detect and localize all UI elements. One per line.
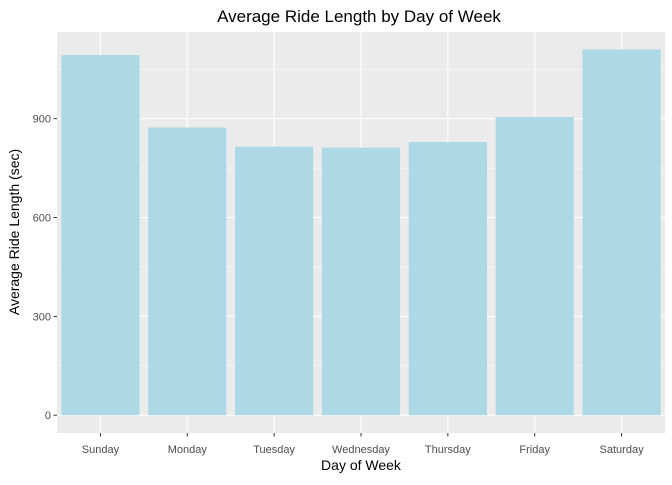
x-tick-label: Thursday	[425, 444, 471, 456]
x-axis-title: Day of Week	[321, 457, 402, 473]
y-axis-title: Average Ride Length (sec)	[6, 149, 22, 315]
y-tick-label: 300	[33, 311, 51, 323]
chart-title: Average Ride Length by Day of Week	[217, 7, 501, 26]
x-tick-label: Wednesday	[332, 444, 390, 456]
bar-saturday	[582, 49, 661, 416]
y-axis-ticks: 0 300 600 900	[33, 114, 57, 422]
x-tick-label: Sunday	[82, 444, 120, 456]
bar-friday	[495, 117, 574, 416]
x-axis-ticks: Sunday Monday Tuesday Wednesday Thursday Frid…	[82, 433, 644, 456]
bar-monday	[148, 127, 227, 416]
x-tick-label: Saturday	[600, 444, 645, 456]
bar-tuesday	[235, 146, 314, 416]
bar-wednesday	[321, 147, 401, 416]
y-tick-label: 0	[45, 410, 51, 422]
y-tick-label: 600	[33, 213, 51, 225]
y-tick-label: 900	[33, 114, 51, 126]
x-tick-label: Tuesday	[253, 444, 295, 456]
bar-thursday	[408, 142, 487, 416]
bar-sunday	[61, 55, 140, 416]
x-tick-label: Friday	[519, 444, 550, 456]
x-tick-label: Monday	[168, 444, 208, 456]
bars	[61, 49, 661, 416]
